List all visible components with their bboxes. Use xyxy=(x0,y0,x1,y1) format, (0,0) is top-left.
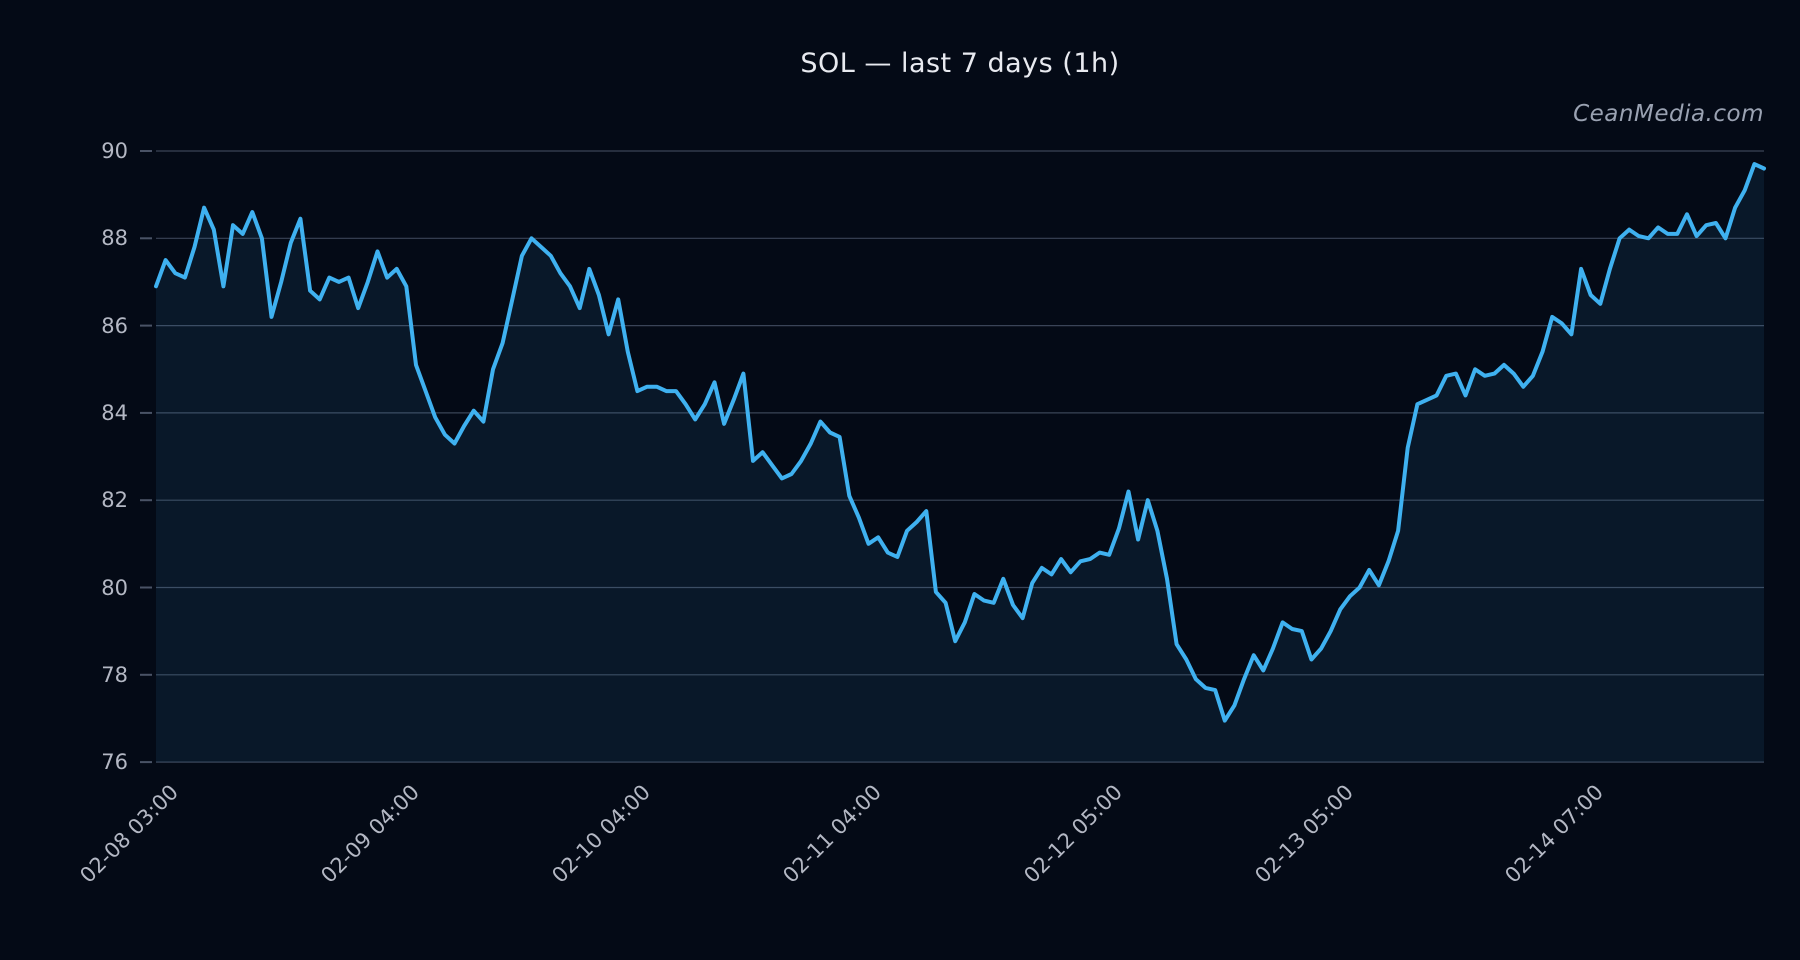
price-line xyxy=(154,162,1766,723)
y-tick-label: 90 xyxy=(101,139,128,163)
y-tick-label: 84 xyxy=(101,400,128,425)
y-tick-label: 80 xyxy=(101,575,128,600)
y-tick-label: 88 xyxy=(101,226,128,251)
y-tick-label: 76 xyxy=(101,750,128,775)
price-area-fill xyxy=(156,164,1764,763)
chart-title: SOL — last 7 days (1h) xyxy=(800,48,1120,79)
y-tick-label: 78 xyxy=(101,662,128,687)
y-tick-label: 82 xyxy=(101,488,128,513)
watermark-text: CeanMedia.com xyxy=(1573,101,1764,127)
y-tick-label: 86 xyxy=(101,313,128,338)
